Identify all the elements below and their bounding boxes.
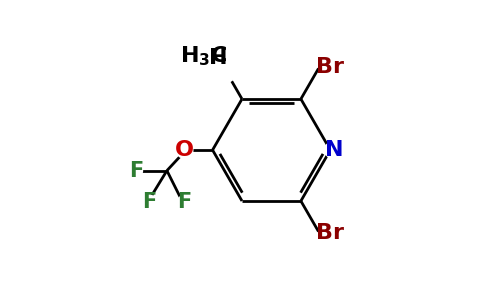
Text: O: O (175, 140, 194, 160)
Text: F: F (178, 191, 192, 212)
Text: F: F (142, 191, 156, 212)
Circle shape (130, 164, 142, 177)
Text: Br: Br (316, 223, 344, 243)
Circle shape (176, 142, 193, 158)
Circle shape (325, 141, 343, 159)
Text: $\mathregular{H_3C}$: $\mathregular{H_3C}$ (180, 44, 227, 68)
Circle shape (318, 222, 341, 244)
Text: F: F (129, 160, 143, 181)
Text: N: N (325, 140, 343, 160)
Circle shape (211, 56, 238, 83)
Text: Br: Br (316, 57, 344, 77)
Circle shape (318, 56, 341, 78)
Circle shape (178, 195, 191, 208)
Text: H: H (209, 48, 227, 68)
Circle shape (143, 195, 156, 208)
